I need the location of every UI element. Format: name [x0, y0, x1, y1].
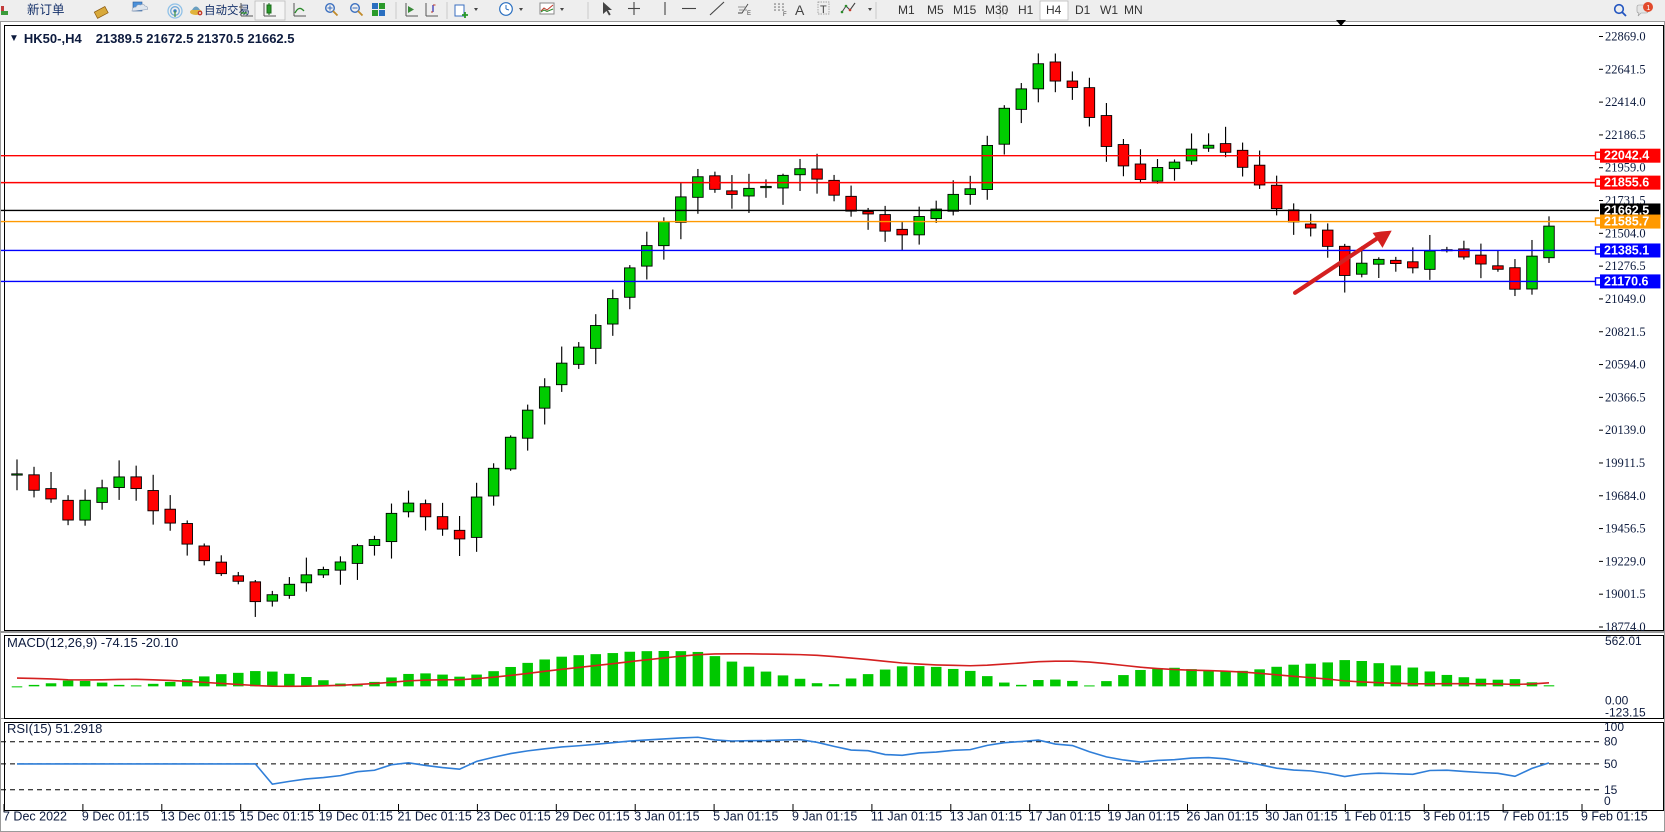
- svg-text:M15: M15: [953, 3, 977, 17]
- svg-text:15 Dec 01:15: 15 Dec 01:15: [240, 810, 314, 824]
- svg-text:0: 0: [1604, 794, 1611, 808]
- svg-text:7 Feb 01:15: 7 Feb 01:15: [1502, 810, 1569, 824]
- svg-text:19001.5: 19001.5: [1605, 587, 1646, 601]
- svg-text:19911.5: 19911.5: [1605, 456, 1645, 470]
- svg-text:1: 1: [1646, 3, 1650, 12]
- svg-text:21585.7: 21585.7: [1604, 215, 1649, 229]
- svg-text:22869.0: 22869.0: [1605, 30, 1646, 44]
- svg-text:30 Jan 01:15: 30 Jan 01:15: [1265, 810, 1337, 824]
- svg-text:29 Dec 01:15: 29 Dec 01:15: [555, 810, 629, 824]
- svg-text:7 Dec 2022: 7 Dec 2022: [3, 810, 67, 824]
- svg-text:22042.4: 22042.4: [1604, 149, 1649, 163]
- svg-text:9 Feb 01:15: 9 Feb 01:15: [1581, 810, 1648, 824]
- svg-text:22641.5: 22641.5: [1605, 62, 1646, 76]
- svg-text:21855.6: 21855.6: [1604, 176, 1649, 190]
- svg-text:MN: MN: [1124, 3, 1143, 17]
- svg-text:13 Dec 01:15: 13 Dec 01:15: [161, 810, 235, 824]
- svg-text:D1: D1: [1075, 3, 1091, 17]
- svg-text:22414.0: 22414.0: [1605, 95, 1646, 109]
- svg-text:26 Jan 01:15: 26 Jan 01:15: [1187, 810, 1259, 824]
- svg-text:562.01: 562.01: [1605, 634, 1642, 648]
- svg-text:21 Dec 01:15: 21 Dec 01:15: [398, 810, 472, 824]
- svg-text:19456.5: 19456.5: [1605, 522, 1646, 536]
- svg-text:H1: H1: [1018, 3, 1034, 17]
- svg-text:19 Dec 01:15: 19 Dec 01:15: [319, 810, 393, 824]
- svg-text:5 Jan 01:15: 5 Jan 01:15: [713, 810, 778, 824]
- svg-text:20821.5: 20821.5: [1605, 325, 1646, 339]
- svg-text:13 Jan 01:15: 13 Jan 01:15: [950, 810, 1022, 824]
- svg-text:M30: M30: [985, 3, 1009, 17]
- svg-text:17 Jan 01:15: 17 Jan 01:15: [1029, 810, 1101, 824]
- svg-text:RSI(15) 51.2918: RSI(15) 51.2918: [7, 721, 102, 736]
- svg-text:MACD(12,26,9) -74.15 -20.10: MACD(12,26,9) -74.15 -20.10: [7, 635, 178, 650]
- svg-text:21049.0: 21049.0: [1605, 292, 1646, 306]
- svg-text:21276.5: 21276.5: [1605, 259, 1646, 273]
- svg-text:20366.5: 20366.5: [1605, 390, 1646, 404]
- svg-text:19 Jan 01:15: 19 Jan 01:15: [1108, 810, 1180, 824]
- svg-text:19684.0: 19684.0: [1605, 489, 1646, 503]
- svg-text:自动交易: 自动交易: [204, 3, 250, 17]
- svg-text:11 Jan 01:15: 11 Jan 01:15: [871, 810, 942, 824]
- svg-text:A: A: [795, 2, 805, 18]
- svg-text:9 Dec 01:15: 9 Dec 01:15: [82, 810, 149, 824]
- svg-text:19229.0: 19229.0: [1605, 554, 1646, 568]
- svg-text:23 Dec 01:15: 23 Dec 01:15: [476, 810, 550, 824]
- svg-text:100: 100: [1604, 720, 1624, 734]
- svg-text:3 Jan 01:15: 3 Jan 01:15: [634, 810, 699, 824]
- svg-text:80: 80: [1604, 735, 1618, 749]
- svg-text:E: E: [747, 11, 751, 17]
- svg-text:9 Jan 01:15: 9 Jan 01:15: [792, 810, 857, 824]
- svg-text:3 Feb 01:15: 3 Feb 01:15: [1423, 810, 1490, 824]
- svg-text:21385.1: 21385.1: [1604, 243, 1649, 257]
- svg-text:W1: W1: [1100, 3, 1118, 17]
- svg-text:21959.0: 21959.0: [1605, 161, 1646, 175]
- svg-text:20139.0: 20139.0: [1605, 423, 1646, 437]
- svg-text:21170.6: 21170.6: [1604, 274, 1649, 288]
- svg-text:-123.15: -123.15: [1605, 706, 1646, 720]
- svg-text:20594.0: 20594.0: [1605, 358, 1646, 372]
- svg-text:H4: H4: [1046, 3, 1062, 17]
- svg-text:50: 50: [1604, 757, 1618, 771]
- svg-text:22186.5: 22186.5: [1605, 128, 1646, 142]
- svg-text:新订单: 新订单: [27, 2, 65, 17]
- svg-text:F: F: [783, 12, 787, 18]
- svg-text:M5: M5: [927, 3, 944, 17]
- svg-text:M1: M1: [898, 3, 915, 17]
- svg-text:T: T: [820, 4, 827, 16]
- svg-text:1 Feb 01:15: 1 Feb 01:15: [1344, 810, 1411, 824]
